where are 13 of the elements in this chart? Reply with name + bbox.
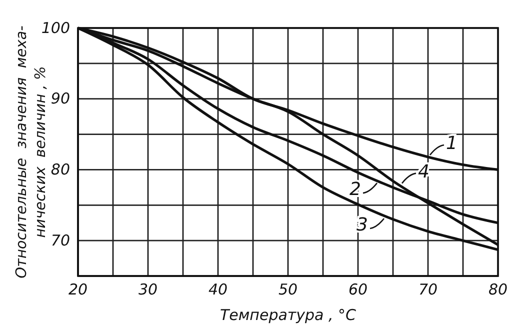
x-tick-label: 60 <box>348 280 368 299</box>
x-tick-label: 40 <box>208 280 228 299</box>
y-tick-label: 70 <box>50 231 70 250</box>
y-tick-label: 80 <box>50 160 70 179</box>
y-tick-label: 90 <box>50 90 70 108</box>
y-tick-label: 100 <box>41 18 70 37</box>
x-axis-title: Температура , °C <box>220 306 357 324</box>
x-tick-label: 80 <box>488 280 508 299</box>
annotation: 1 <box>446 132 458 154</box>
x-tick-label: 50 <box>278 280 298 299</box>
x-tick-label: 70 <box>418 280 438 299</box>
x-tick-label: 20 <box>68 280 88 299</box>
x-tick-label: 30 <box>138 280 158 299</box>
